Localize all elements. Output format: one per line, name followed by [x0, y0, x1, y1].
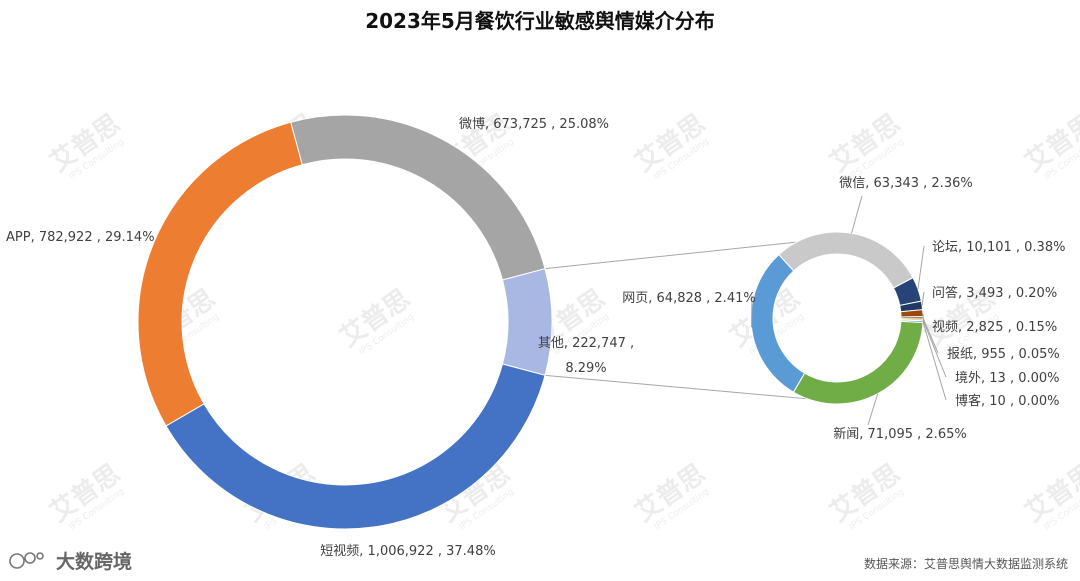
secondary-label-新闻: 新闻, 71,095 , 2.65%: [833, 426, 966, 442]
secondary-label-微信: 微信, 63,343 , 2.36%: [839, 176, 972, 191]
data-source: 数据来源：艾普思舆情大数据监测系统: [864, 556, 1068, 571]
secondary-slice-微信: [778, 231, 914, 289]
data-labels: 微博, 673,725 , 25.08% 其他, 222,747 , 8.29% 短视…: [6, 117, 1065, 559]
brand-logo: 大数跨境: [9, 550, 132, 573]
main-label-微博: 微博, 673,725 , 25.08%: [459, 117, 609, 132]
leader-line-问答: [921, 291, 925, 306]
brand-text: 大数跨境: [56, 550, 132, 573]
main-label-其他: 其他, 222,747 ,: [538, 336, 634, 351]
leader-line-博客: [922, 321, 947, 401]
leader-line-报纸: [922, 317, 939, 354]
main-slice-其他: [501, 268, 553, 376]
secondary-label-网页: 网页, 64,828 , 2.41%: [622, 291, 755, 306]
connector-lines: [544, 241, 808, 400]
leader-lines: [750, 195, 947, 426]
main-donut: [137, 114, 553, 530]
connector-line-top: [544, 241, 797, 270]
watermark-text: 艾普思: [1019, 458, 1080, 528]
leader-line-境外: [922, 319, 947, 378]
secondary-label-报纸: 报纸, 955 , 0.05%: [947, 347, 1060, 362]
leader-line-网页: [750, 295, 753, 328]
main-label-短视频: 短视频, 1,006,922 , 37.48%: [320, 544, 495, 559]
secondary-label-论坛: 论坛, 10,101 , 0.38%: [932, 240, 1065, 255]
leader-line-论坛: [917, 245, 925, 290]
brand-icon: [9, 552, 44, 569]
main-slice-APP: [137, 121, 303, 427]
connector-line-bottom: [544, 374, 808, 400]
secondary-label-境外: 境外, 13 , 0.00%: [955, 371, 1060, 386]
secondary-label-博客: 博客, 10 , 0.00%: [955, 393, 1060, 409]
secondary-slice-新闻: [792, 320, 924, 405]
secondary-label-问答: 问答, 3,493 , 0.20%: [932, 285, 1057, 301]
secondary-label-视频: 视频, 2,825 , 0.15%: [932, 320, 1057, 335]
main-label-APP: APP, 782,922 , 29.14%: [6, 230, 155, 245]
watermark-text: 艾普思: [1019, 108, 1080, 178]
leader-line-新闻: [867, 393, 879, 426]
secondary-donut: [750, 231, 924, 405]
leader-line-微信: [851, 195, 863, 234]
chart-title: 2023年5月餐饮行业敏感舆情媒介分布: [365, 9, 715, 33]
main-label-其他-pct: 8.29%: [565, 361, 606, 376]
